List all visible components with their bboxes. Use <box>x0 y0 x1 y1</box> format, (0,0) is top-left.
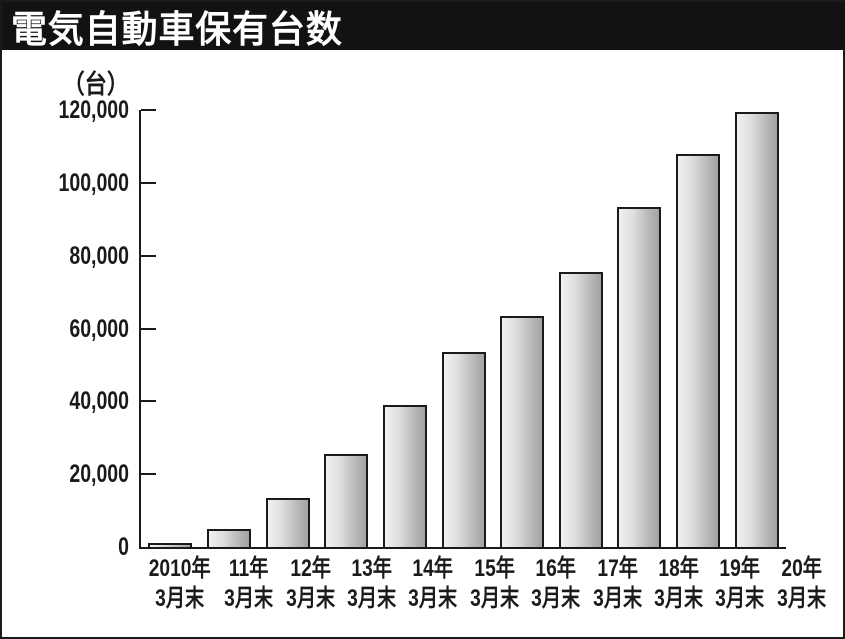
bar-slot <box>258 498 317 547</box>
bar-slot <box>669 154 728 547</box>
x-axis-label-line: 13年 <box>351 555 393 582</box>
x-axis-label-line: 3月末 <box>592 585 642 612</box>
y-axis-tick-label: 120,000 <box>58 96 129 124</box>
x-axis-label-line: 3月末 <box>285 585 335 612</box>
x-axis-label-line: 12年 <box>290 555 331 582</box>
x-axis-category-label: 16年 3月末 <box>531 554 580 614</box>
y-axis-unit-label: （台） <box>62 69 129 99</box>
bar-slot <box>551 272 610 547</box>
x-axis-label-line: 3月末 <box>347 585 397 612</box>
bar <box>617 207 662 547</box>
x-axis-category-label: 20年 3月末 <box>777 554 826 614</box>
bar-slot <box>317 454 376 547</box>
y-axis-tick <box>141 254 156 257</box>
x-axis-label-line: 17年 <box>596 555 638 582</box>
bar-slot <box>610 207 669 547</box>
x-axis-category-label: 11年 3月末 <box>225 554 274 614</box>
x-axis-label-line: 3月末 <box>776 585 826 612</box>
x-axis-label-line: 3月末 <box>531 585 581 612</box>
bar <box>558 272 603 547</box>
x-axis-label-line: 3月末 <box>715 585 765 612</box>
x-axis-label-line: 20年 <box>781 555 822 582</box>
bar <box>265 498 310 547</box>
x-axis-labels: 2010年 3月末 11年 3月末 12年 3月末 13年 3月末 14年 3月末 15年 3月末 16… <box>141 554 826 614</box>
y-axis-tick <box>141 400 156 403</box>
bar-slot <box>376 405 435 547</box>
y-axis-tick-label: 80,000 <box>69 241 129 270</box>
x-axis-label-line: 3月末 <box>469 585 520 612</box>
x-axis-category-label: 15年 3月末 <box>470 554 519 614</box>
x-axis-category-label: 17年 3月末 <box>593 554 642 614</box>
bar-slot <box>200 529 259 547</box>
x-axis-category-label: 13年 3月末 <box>347 554 396 614</box>
y-axis-tick-label: 20,000 <box>69 460 129 489</box>
x-axis-category-label: 18年 3月末 <box>654 554 703 614</box>
bar-slot <box>434 352 493 547</box>
x-axis-label-line: 2010年 <box>148 555 211 582</box>
x-axis-label-line: 15年 <box>474 555 515 582</box>
bar <box>206 529 251 547</box>
x-axis-label-line: 18年 <box>658 555 699 582</box>
x-axis-label-line: 3月末 <box>408 585 458 612</box>
y-axis-tick-label: 100,000 <box>58 168 129 197</box>
y-axis-tick <box>141 181 156 184</box>
y-axis-tick <box>141 473 156 476</box>
bar-series <box>141 110 786 547</box>
y-axis-tick <box>141 327 156 330</box>
bar <box>148 543 193 547</box>
bar <box>324 454 369 547</box>
bar <box>382 405 427 547</box>
bar <box>676 154 721 547</box>
y-axis-tick-label: 40,000 <box>69 387 129 416</box>
x-axis-label-line: 3月末 <box>654 585 704 612</box>
bar-slot <box>493 316 552 547</box>
x-axis-category-label: 14年 3月末 <box>409 554 458 614</box>
x-axis-label-line: 19年 <box>719 555 761 582</box>
x-axis-label-line: 14年 <box>412 555 454 582</box>
bar-slot <box>141 543 200 547</box>
bar <box>441 352 486 547</box>
y-axis-tick-label: 0 <box>118 533 129 561</box>
x-axis-label-line: 3月末 <box>155 585 205 612</box>
x-axis-category-label: 12年 3月末 <box>286 554 335 614</box>
x-axis-category-label: 19年 3月末 <box>715 554 764 614</box>
x-axis-label-line: 11年 <box>229 555 269 582</box>
x-axis-category-label: 2010年 3月末 <box>149 554 211 614</box>
chart-title: 電気自動車保有台数 <box>11 9 343 50</box>
plot-area <box>139 110 786 549</box>
y-axis-tick <box>141 109 156 111</box>
bar <box>734 112 779 547</box>
bar-slot <box>727 112 786 547</box>
x-axis-label-line: 16年 <box>535 555 577 582</box>
y-axis-tick-label: 60,000 <box>69 314 129 343</box>
bar <box>500 316 545 547</box>
x-axis-label-line: 3月末 <box>224 585 274 612</box>
chart-title-banner: 電気自動車保有台数 <box>2 2 845 50</box>
